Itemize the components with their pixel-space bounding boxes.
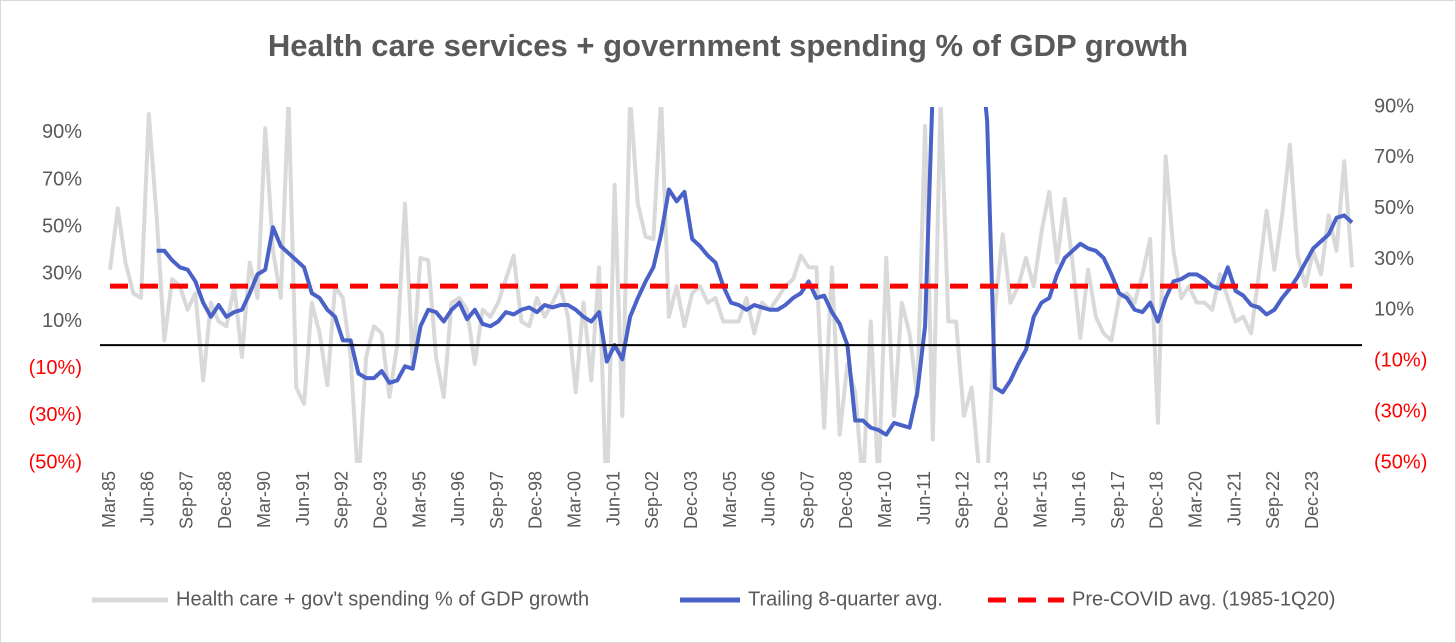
y2-tick-label: 90% <box>1374 95 1414 117</box>
x-tick-label: Dec-18 <box>1147 471 1167 529</box>
x-tick-label: Sep-87 <box>176 471 196 529</box>
y-tick-label: (30%) <box>29 404 82 426</box>
x-tick-label: Sep-97 <box>487 471 507 529</box>
x-tick-label: Mar-20 <box>1186 471 1206 528</box>
x-tick-label: Jun-91 <box>293 471 313 526</box>
y-tick-label: 70% <box>42 168 82 190</box>
y2-tick-label: 50% <box>1374 197 1414 219</box>
x-tick-label: Mar-90 <box>254 471 274 528</box>
x-tick-label: Dec-23 <box>1302 471 1322 529</box>
y-tick-label: 10% <box>42 310 82 332</box>
x-tick-label: Jun-06 <box>759 471 779 526</box>
x-tick-label: Jun-01 <box>603 471 623 526</box>
x-tick-label: Sep-02 <box>642 471 662 529</box>
x-tick-label: Mar-00 <box>565 471 585 528</box>
y-tick-label: 30% <box>42 263 82 285</box>
x-tick-label: Sep-92 <box>332 471 352 529</box>
x-tick-label: Dec-88 <box>215 471 235 529</box>
x-tick-label: Mar-85 <box>99 471 119 528</box>
legend-label: Health care + gov't spending % of GDP gr… <box>176 588 589 610</box>
plot-area <box>108 107 1354 463</box>
x-tick-label: Jun-86 <box>138 471 158 526</box>
y2-tick-label: (10%) <box>1374 350 1427 372</box>
y2-tick-label: (30%) <box>1374 400 1427 422</box>
x-tick-label: Dec-93 <box>370 471 390 529</box>
x-tick-label: Dec-13 <box>991 471 1011 529</box>
x-tick-label: Jun-11 <box>914 471 934 525</box>
y2-tick-label: 70% <box>1374 146 1414 168</box>
y-tick-label: 90% <box>42 121 82 143</box>
x-tick-label: Sep-22 <box>1263 471 1283 529</box>
y-tick-label: 50% <box>42 216 82 238</box>
x-tick-label: Dec-08 <box>836 471 856 529</box>
x-tick-label: Sep-07 <box>797 471 817 529</box>
x-tick-label: Mar-05 <box>720 471 740 528</box>
x-tick-label: Mar-95 <box>409 471 429 528</box>
x-tick-label: Sep-17 <box>1108 471 1128 529</box>
series-line <box>156 107 1354 437</box>
x-tick-label: Jun-16 <box>1069 471 1089 526</box>
x-tick-label: Jun-96 <box>448 471 468 526</box>
series-line <box>108 107 1354 463</box>
legend-label: Trailing 8-quarter avg. <box>748 588 943 610</box>
y-tick-label: (10%) <box>29 357 82 379</box>
y2-tick-label: 10% <box>1374 299 1414 321</box>
y-tick-label: (50%) <box>29 451 82 473</box>
x-tick-label: Mar-10 <box>875 471 895 528</box>
chart-title: Health care services + government spendi… <box>268 28 1188 63</box>
x-tick-label: Jun-21 <box>1224 471 1244 526</box>
x-tick-label: Sep-12 <box>953 471 973 529</box>
x-tick-label: Dec-98 <box>526 471 546 529</box>
y2-tick-label: (50%) <box>1374 451 1427 473</box>
x-tick-label: Mar-15 <box>1030 471 1050 528</box>
x-tick-label: Dec-03 <box>681 471 701 529</box>
legend-label: Pre-COVID avg. (1985-1Q20) <box>1072 588 1335 610</box>
y2-tick-label: 30% <box>1374 248 1414 270</box>
